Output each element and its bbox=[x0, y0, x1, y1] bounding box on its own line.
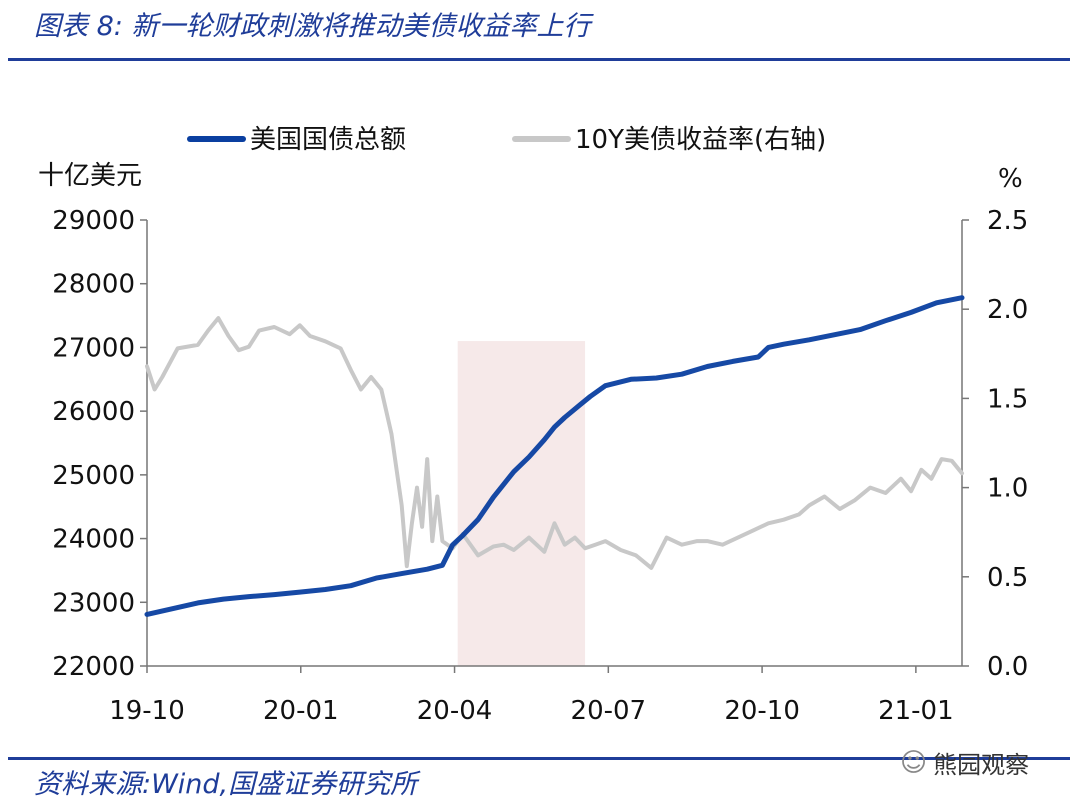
left-tick-label: 24000 bbox=[52, 525, 135, 555]
left-tick-label: 29000 bbox=[52, 206, 135, 236]
axes-layer: 22000 23000 24000 25000 26000 27000 28000 29000… bbox=[38, 161, 1028, 726]
series-line-yield bbox=[145, 316, 964, 570]
right-tick-label: 2.0 bbox=[987, 295, 1028, 325]
right-tick-label: 0.5 bbox=[987, 563, 1028, 593]
highlight-band bbox=[457, 341, 586, 666]
wechat-icon: ☺ bbox=[900, 747, 928, 778]
left-tick-label: 25000 bbox=[52, 461, 135, 491]
right-tick-label: 0.0 bbox=[987, 652, 1028, 682]
watermark-text: 熊园观察 bbox=[933, 751, 1030, 779]
x-tick-label: 19-10 bbox=[109, 696, 185, 726]
legend-label-yield: 10Y美债收益率(右轴) bbox=[575, 125, 826, 155]
left-tick-label: 26000 bbox=[52, 397, 135, 427]
watermark: ☺ 熊园观察 bbox=[900, 745, 1029, 780]
source-note: 资料来源:Wind,国盛证券研究所 bbox=[34, 769, 418, 800]
series-line-debt bbox=[144, 295, 965, 617]
figure-title: 图表 8: 新一轮财政刺激将推动美债收益率上行 bbox=[34, 11, 591, 42]
left-tick-label: 23000 bbox=[52, 588, 135, 618]
legend-label-debt: 美国国债总额 bbox=[250, 125, 406, 155]
left-axis-unit: 十亿美元 bbox=[38, 161, 142, 191]
x-tick-label: 21-01 bbox=[878, 696, 954, 726]
right-tick-label: 2.5 bbox=[987, 206, 1028, 236]
left-tick-label: 27000 bbox=[52, 333, 135, 363]
right-tick-label: 1.0 bbox=[987, 474, 1028, 504]
x-tick-label: 20-04 bbox=[417, 696, 493, 726]
left-tick-label: 28000 bbox=[52, 270, 135, 300]
x-tick-label: 20-01 bbox=[263, 696, 339, 726]
series-layer bbox=[144, 295, 965, 617]
legend: 美国国债总额 10Y美债收益率(右轴) bbox=[187, 125, 826, 155]
x-tick-label: 20-07 bbox=[571, 696, 647, 726]
x-tick-label: 20-10 bbox=[724, 696, 800, 726]
top-rule bbox=[8, 58, 1070, 61]
left-tick-label: 22000 bbox=[52, 652, 135, 682]
right-axis-unit: % bbox=[998, 164, 1023, 194]
bottom-rule bbox=[8, 757, 1070, 760]
highlight-layer bbox=[457, 341, 586, 666]
right-tick-label: 1.5 bbox=[987, 384, 1028, 414]
